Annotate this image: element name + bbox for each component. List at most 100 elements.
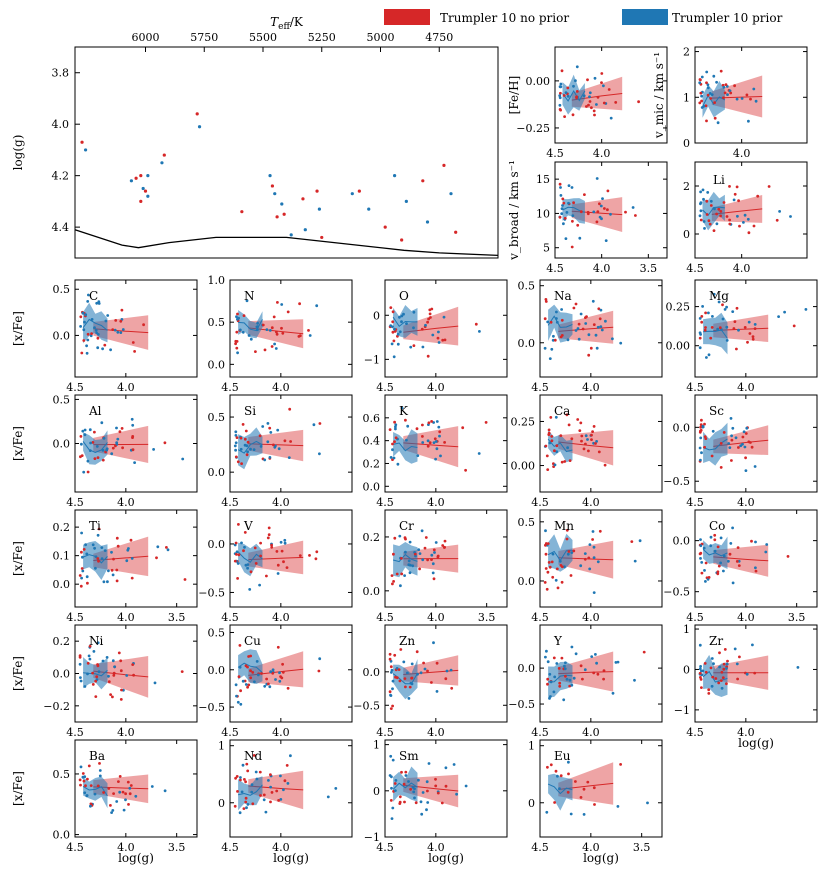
panel-sc-star-point: [730, 434, 733, 438]
hr-diagram: 6000 5750 5500 5250 5000 4750 Teff/K 3.8 4.0 4.2 4…: [11, 15, 499, 259]
panel-vbroad-star-point: [563, 216, 567, 220]
panel-v-star-point: [243, 545, 246, 549]
panel-n-star-point: [275, 332, 279, 336]
panel-al-y-tick-label: 0.5: [53, 393, 71, 406]
panel-ba-x-tick-label: 4.0: [117, 841, 135, 854]
panel-vbroad-star-point: [592, 210, 596, 214]
panel-v-star-point: [254, 562, 258, 565]
panel-al-star-point: [116, 437, 120, 441]
panel-cr-star-point: [411, 564, 415, 568]
panel-c-star-point: [90, 318, 94, 321]
panel-zn-star-point: [393, 653, 397, 657]
panel-na-star-point: [611, 337, 614, 341]
panel-sc-x-tick-label: 4.5: [686, 496, 704, 509]
panel-al-star-point: [80, 442, 83, 446]
panel-co-star-point: [716, 545, 720, 549]
panel-c-star-point: [86, 332, 90, 336]
hr-star-point: [197, 125, 202, 129]
panel-vmic-star-point: [702, 104, 706, 108]
panel-ni-star-point: [112, 671, 116, 675]
panel-nd-star-point: [285, 764, 289, 767]
panel-mg-star-point: [733, 320, 737, 323]
panel-ni-star-point: [125, 674, 129, 677]
col-0-x-axis-label: log(g): [118, 851, 154, 865]
panel-eu-star-point: [545, 810, 549, 814]
panel-zn-star-point: [419, 671, 423, 675]
panel-cu-x-tick-label: 4.5: [221, 726, 239, 739]
panel-li-star-point: [735, 185, 739, 189]
panel-mn: 0.5 0.0 4.5 4.0 Mn: [518, 509, 663, 624]
panel-ti-star-point: [110, 550, 113, 554]
panel-feh-star-point: [600, 72, 604, 75]
panel-cr-x-tick-label: 4.0: [427, 611, 445, 624]
panel-mg-star-point: [698, 336, 702, 340]
panel-ni-star-point: [96, 641, 100, 645]
panel-cu-star-point: [244, 683, 248, 686]
panel-zn-star-point: [404, 685, 407, 689]
panel-ba-prior-band: [83, 776, 108, 809]
panel-vmic-star-point: [713, 101, 716, 104]
panel-vmic-star-point: [712, 74, 716, 78]
panel-na-star-point: [599, 308, 603, 312]
panel-sc-star-point: [731, 426, 735, 430]
panel-n-star-point: [235, 330, 239, 334]
panel-mg-star-point: [792, 324, 796, 328]
panel-zr-star-point: [723, 648, 727, 651]
panel-cr-star-point: [417, 548, 421, 552]
panel-vbroad-y-tick-label: 15: [536, 173, 550, 186]
panel-v-star-point: [298, 554, 302, 557]
panel-na-star-point: [560, 308, 563, 311]
hr-star-point: [139, 174, 143, 178]
panel-nd-star-point: [233, 804, 237, 808]
panel-y-star-point: [545, 649, 548, 653]
panel-vmic-star-point: [722, 85, 726, 89]
panel-n-star-point: [286, 310, 290, 314]
panel-mn-star-point: [545, 587, 549, 591]
panel-zn-star-point: [398, 679, 402, 683]
panel-sc-star-point: [730, 438, 734, 442]
panel-zr-star-point: [709, 666, 713, 670]
panel-c-star-point: [96, 346, 100, 350]
panel-li-star-point: [732, 198, 736, 202]
panel-feh-star-point: [609, 116, 613, 120]
panel-vmic-star-point: [715, 80, 718, 84]
panel-k-star-point: [484, 421, 488, 424]
panel-mn-x-tick-label: 4.5: [531, 611, 549, 624]
panel-co-star-point: [722, 569, 725, 573]
panel-ni-star-point: [87, 654, 91, 658]
panel-vmic-star-point: [733, 84, 736, 88]
panel-vbroad-x-tick-label: 3.5: [640, 262, 658, 275]
panel-co-x-tick-label: 3.5: [788, 611, 806, 624]
panel-ca-star-point: [545, 454, 549, 458]
panel-ca-star-point: [547, 428, 551, 432]
panel-vmic-star-point: [723, 91, 727, 95]
panel-cu-star-point: [281, 662, 284, 666]
hr-star-point: [141, 186, 145, 191]
panel-ni-star-point: [111, 695, 114, 699]
panel-eu-frame: [539, 739, 663, 838]
panel-cr-prior-median: [392, 553, 418, 563]
panel-ni-star-point: [113, 665, 116, 669]
panel-mg-star-point: [748, 332, 752, 335]
panel-ni-star-point: [180, 670, 184, 673]
panel-zn-star-point: [407, 697, 411, 700]
panel-si-star-point: [241, 423, 245, 426]
panel-n-star-point: [280, 326, 283, 330]
panel-vmic-star-point: [747, 119, 750, 123]
panel-k-star-point: [405, 438, 408, 442]
panel-ti-star-point: [79, 584, 83, 588]
panel-zr-star-point: [700, 686, 703, 689]
panel-al-star-point: [86, 459, 90, 463]
panel-li-star-point: [738, 224, 741, 228]
panel-sm-star-point: [394, 779, 398, 782]
panel-cr-star-point: [430, 553, 434, 557]
panel-si-star-point: [246, 450, 250, 454]
panel-feh-star-point: [563, 115, 566, 118]
panel-cr-star-point: [436, 554, 440, 558]
panel-v-star-point: [248, 588, 252, 591]
panel-si-star-point: [268, 426, 272, 430]
panel-o-star-point: [412, 344, 416, 347]
panel-ba: 0.5 0.04.5 4.0 3.5 Ba: [53, 739, 198, 854]
panel-ti-star-point: [91, 543, 95, 547]
hr-star-point: [315, 189, 319, 193]
